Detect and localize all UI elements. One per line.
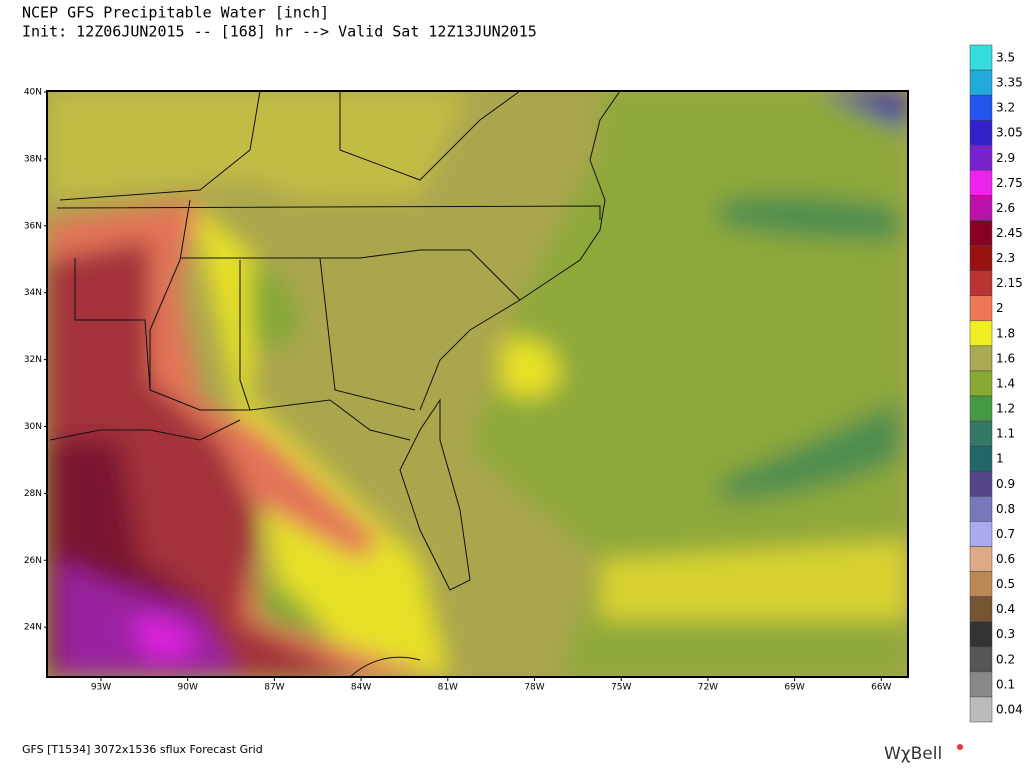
colorbar-swatch [969, 596, 993, 622]
colorbar-swatch [969, 571, 993, 597]
map-frame [46, 90, 909, 678]
lon-label: 72W [698, 683, 718, 693]
colorbar-swatch [969, 295, 993, 322]
colorbar-label: 0.8 [996, 502, 1015, 516]
lon-label: 78W [524, 683, 544, 693]
colorbar-swatch [969, 445, 993, 472]
colorbar-swatch [969, 270, 993, 296]
lon-label: 93W [91, 683, 111, 693]
lon-label: 84W [351, 683, 371, 693]
lon-label: 66W [871, 683, 891, 693]
colorbar-label: 1.8 [996, 326, 1015, 340]
subtitle: Init: 12Z06JUN2015 -- [168] hr --> Valid… [22, 23, 537, 41]
colorbar-swatch [969, 345, 993, 372]
lat-label: 24N [24, 623, 42, 633]
colorbar-label: 2 [996, 301, 1004, 315]
colorbar-label: 2.45 [996, 226, 1023, 240]
colorbar-label: 1 [996, 452, 1004, 466]
colorbar-swatch [969, 496, 993, 522]
lat-label: 38N [24, 154, 42, 164]
colorbar-swatch [969, 195, 993, 221]
map [47, 91, 908, 677]
colorbar-label: 3.2 [996, 101, 1015, 115]
colorbar-swatch [969, 370, 993, 397]
colorbar-label: 2.15 [996, 276, 1023, 290]
colorbar-label: 0.04 [996, 702, 1023, 716]
lon-label: 81W [438, 683, 458, 693]
colorbar-label: 0.9 [996, 477, 1015, 491]
colorbar-swatch [969, 245, 993, 271]
colorbar-swatch [969, 145, 993, 171]
colorbar-label: 1.6 [996, 351, 1015, 365]
colorbar-label: 2.9 [996, 151, 1015, 165]
lon-label: 69W [784, 683, 804, 693]
colorbar-label: 1.2 [996, 402, 1015, 416]
colorbar-label: 2.75 [996, 176, 1023, 190]
colorbar-label: 0.7 [996, 527, 1015, 541]
colorbar-label: 2.3 [996, 251, 1015, 265]
colorbar-swatch [969, 671, 993, 698]
footer-source: GFS [T1534] 3072x1536 sflux Forecast Gri… [22, 743, 263, 756]
lat-label: 36N [24, 221, 42, 231]
colorbar-label: 0.1 [996, 677, 1015, 691]
colorbar-swatch [969, 94, 993, 121]
colorbar-swatch [969, 646, 993, 673]
colorbar-label: 0.4 [996, 602, 1015, 616]
colorbar-label: 2.6 [996, 201, 1015, 215]
lat-label: 32N [24, 355, 42, 365]
lat-label: 26N [24, 556, 42, 566]
logo-dot [957, 744, 963, 750]
colorbar-label: 3.05 [996, 126, 1023, 140]
colorbar-swatch [969, 395, 993, 422]
colorbar-swatch [969, 320, 993, 347]
colorbar-swatch [969, 621, 993, 648]
lon-label: 75W [611, 683, 631, 693]
colorbar-label: 0.6 [996, 552, 1015, 566]
colorbar-swatch [969, 170, 993, 196]
title: NCEP GFS Precipitable Water [inch] [22, 4, 329, 22]
colorbar-swatch [969, 69, 993, 96]
colorbar-swatch [969, 696, 993, 723]
colorbar-label: 1.1 [996, 427, 1015, 441]
colorbar-label: 0.3 [996, 627, 1015, 641]
colorbar-swatch [969, 521, 993, 547]
colorbar-swatch [969, 119, 993, 146]
lat-label: 30N [24, 422, 42, 432]
colorbar-label: 3.35 [996, 76, 1023, 90]
lat-label: 34N [24, 288, 42, 298]
lon-label: 90W [178, 683, 198, 693]
colorbar-label: 0.5 [996, 577, 1015, 591]
colorbar-label: 1.4 [996, 376, 1015, 390]
colorbar-swatch [969, 546, 993, 572]
colorbar-swatch [969, 220, 993, 246]
colorbar-swatch [969, 471, 993, 497]
lat-label: 28N [24, 489, 42, 499]
lat-label: 40N [24, 88, 42, 98]
colorbar-label: 0.2 [996, 652, 1015, 666]
colorbar-swatch [969, 44, 993, 71]
colorbar-swatch [969, 420, 993, 447]
logo: WχBell [884, 744, 942, 764]
colorbar-label: 3.5 [996, 51, 1015, 65]
lon-label: 87W [264, 683, 284, 693]
